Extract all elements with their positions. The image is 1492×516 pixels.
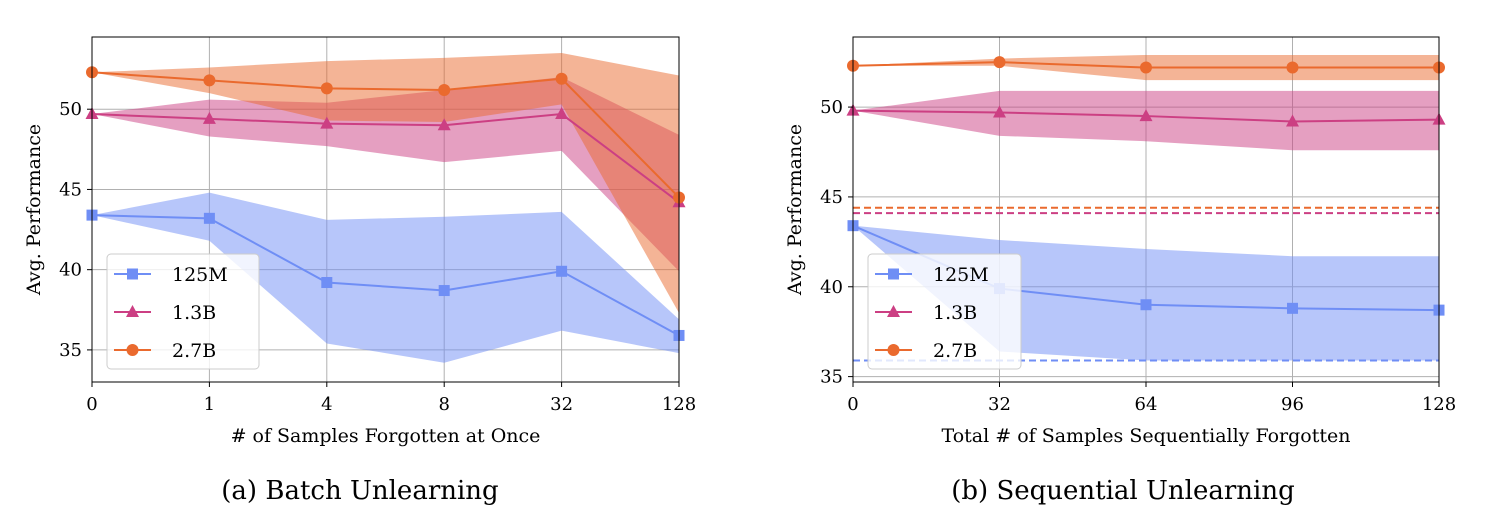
point-1.3B (437, 118, 451, 131)
point-125M (321, 277, 333, 289)
point-1.3B (1139, 109, 1153, 122)
point-125M (438, 285, 450, 297)
legend-label-1.3B: 1.3B (933, 302, 977, 324)
line-2.7B (91, 71, 680, 199)
y-axis-label: Avg. Performance (23, 124, 45, 296)
x-tick-label: 32 (988, 394, 1011, 415)
x-tick-label: 8 (438, 394, 449, 415)
legend: 125M 1.3B 2.7B (106, 253, 260, 370)
legend-marker-2.7B (887, 344, 900, 356)
series-lines (91, 71, 680, 337)
plot-frame (91, 36, 680, 383)
legend-label-2.7B: 2.7B (933, 340, 977, 362)
legend-marker-1.3B (126, 305, 139, 317)
legend-marker-2.7B (126, 344, 139, 356)
legend-label-2.7B: 2.7B (172, 340, 216, 362)
point-1.3B (1286, 114, 1299, 127)
y-tick-label: 50 (820, 97, 843, 118)
point-125M (1140, 299, 1152, 311)
line-125M (91, 214, 680, 337)
point-2.7B (993, 56, 1006, 69)
point-1.3B (555, 107, 569, 120)
legend-marker-1.3B (887, 305, 900, 317)
legend-label-1.3B: 1.3B (172, 302, 216, 324)
legend-box (106, 253, 260, 370)
legend-label-125M: 125M (933, 264, 989, 286)
point-125M (1287, 302, 1298, 314)
panel-sequential-unlearning: 0 32 64 96 128 35 40 45 50 Total # of Samples S… (784, 36, 1456, 506)
point-2.7B (438, 83, 451, 96)
y-tick-label: 40 (820, 277, 843, 298)
point-2.7B (320, 82, 333, 95)
x-tick-label: 128 (662, 394, 696, 415)
y-tick-label: 35 (59, 340, 82, 361)
caption-a: (a) Batch Unlearning (221, 476, 498, 506)
point-125M (556, 265, 568, 277)
legend-label-125M: 125M (172, 264, 228, 286)
baseline-lines (853, 206, 1439, 362)
x-tick-label: 96 (1281, 394, 1304, 415)
x-tick-label: 1 (204, 394, 215, 415)
y-tick-label: 50 (59, 99, 82, 120)
line-1.3B (91, 112, 680, 204)
point-1.3B (320, 116, 334, 129)
x-tick-label: 0 (86, 394, 97, 415)
y-tick-label: 35 (820, 367, 843, 388)
legend: 125M 1.3B 2.7B (867, 253, 1022, 370)
y-tick-labels: 35 40 45 50 (59, 99, 92, 361)
y-tick-label: 45 (820, 187, 843, 208)
point-1.3B (202, 111, 216, 124)
legend-entries: 125M 1.3B 2.7B (875, 264, 989, 362)
point-1.3B (993, 105, 1006, 118)
legend-entries: 125M 1.3B 2.7B (114, 264, 228, 362)
x-tick-labels: 0 1 4 8 32 128 (86, 382, 696, 415)
legend-marker-125M (127, 268, 138, 280)
x-tick-label: 32 (550, 394, 573, 415)
band-1.3B (92, 77, 679, 272)
x-tick-labels: 0 32 64 96 128 (847, 382, 1456, 415)
point-2.7B (1286, 61, 1299, 74)
legend-marker-125M (888, 268, 899, 280)
panel-batch-unlearning: 0 1 4 8 32 128 35 40 45 50 # of Samples Forgotte… (23, 36, 696, 506)
x-axis-label: Total # of Samples Sequentially Forgotte… (942, 425, 1351, 447)
point-125M (203, 212, 215, 224)
band-2.7B (92, 53, 679, 314)
series-markers (85, 66, 686, 341)
legend-box (867, 253, 1022, 370)
point-2.7B (555, 72, 568, 85)
caption-b: (b) Sequential Unlearning (951, 476, 1295, 506)
x-tick-label: 4 (321, 394, 332, 415)
x-tick-label: 0 (847, 394, 858, 415)
point-2.7B (203, 74, 216, 87)
y-tick-label: 40 (59, 260, 82, 281)
y-axis-label: Avg. Performance (784, 124, 806, 296)
y-tick-label: 45 (59, 179, 82, 200)
point-2.7B (1140, 61, 1152, 74)
x-tick-label: 64 (1135, 394, 1158, 415)
x-tick-label: 128 (1422, 394, 1456, 415)
y-tick-labels: 35 40 45 50 (820, 97, 853, 388)
x-axis-label: # of Samples Forgotten at Once (231, 425, 541, 447)
